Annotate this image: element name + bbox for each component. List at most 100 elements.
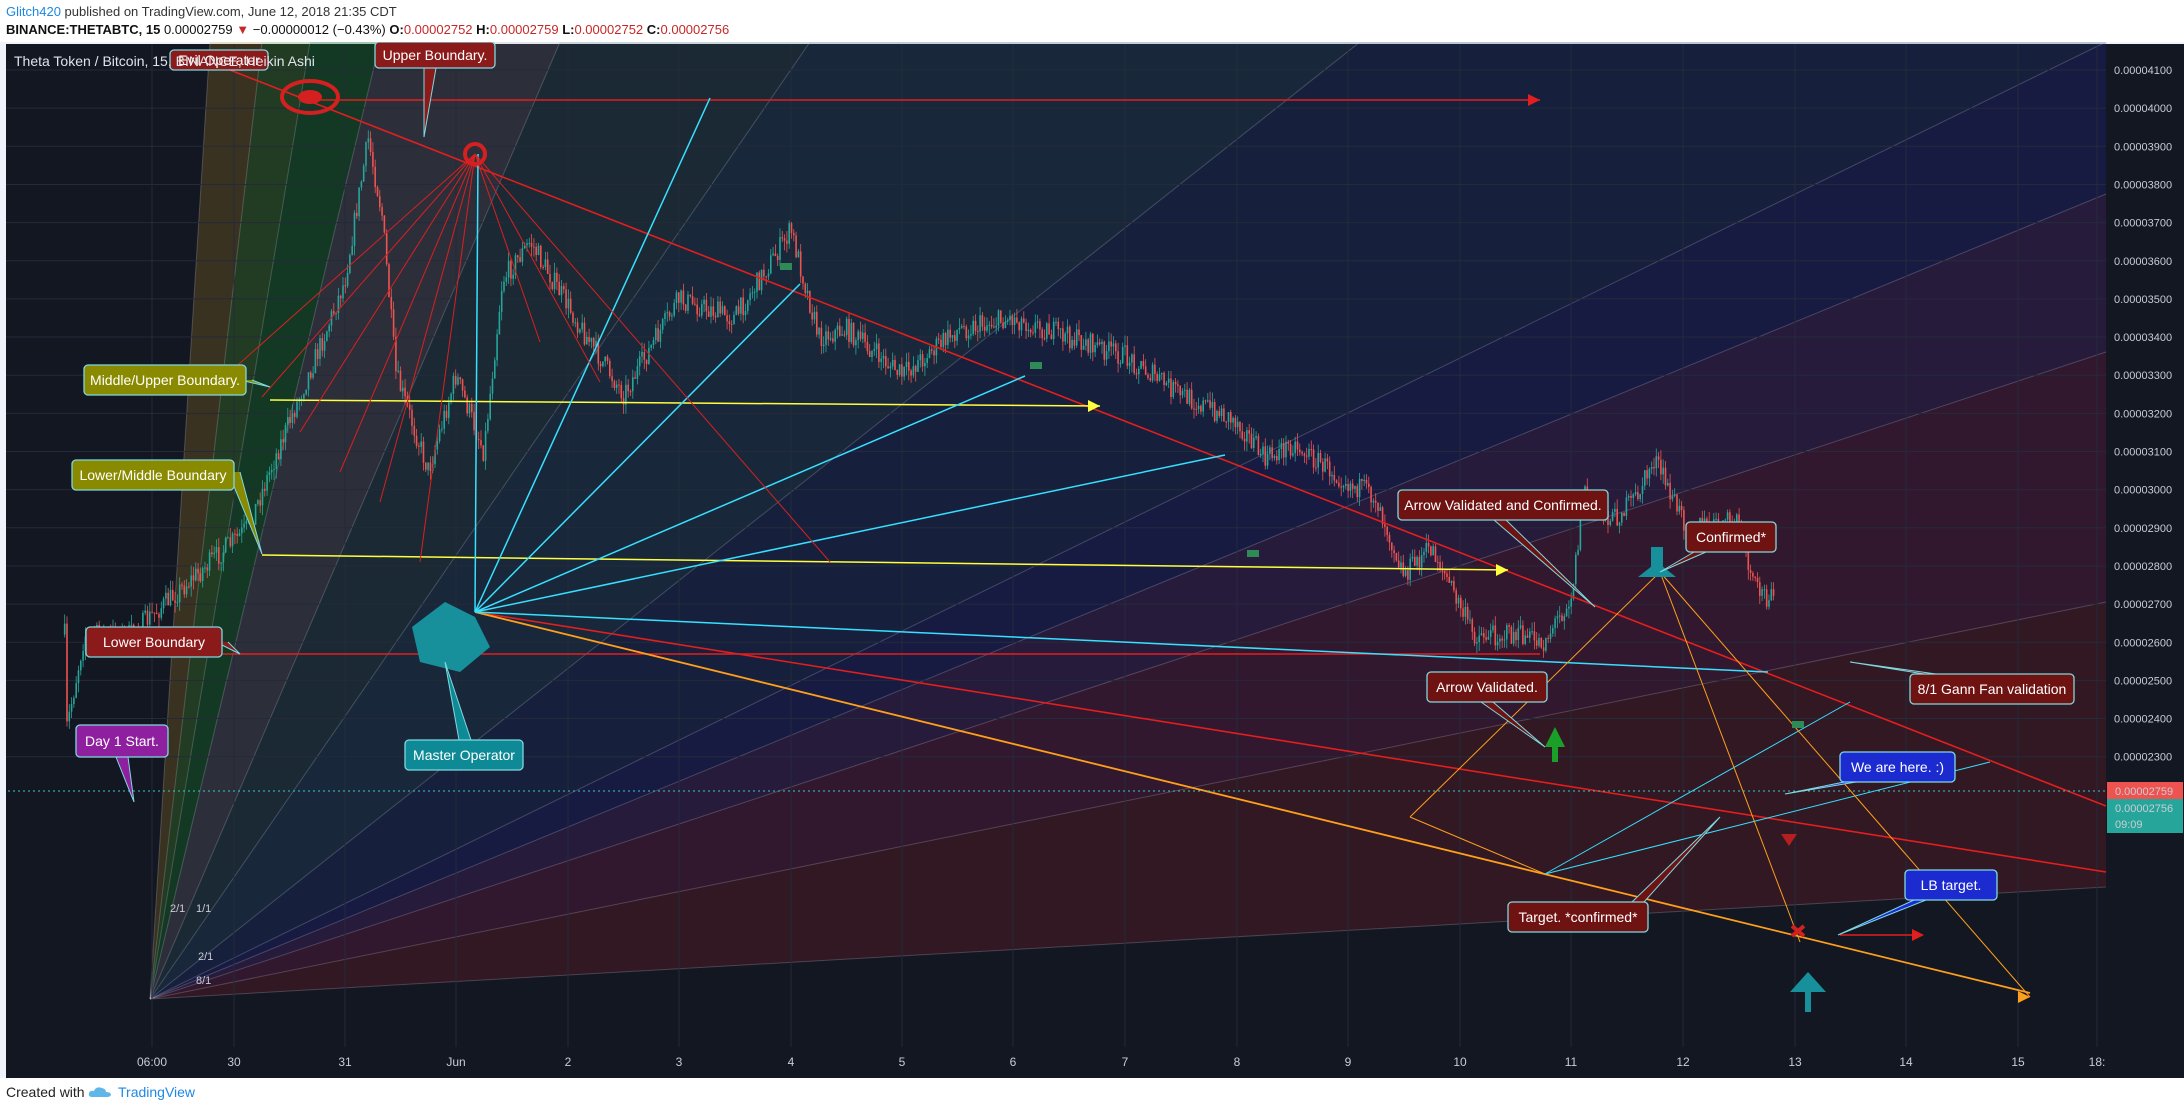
author-link[interactable]: Glitch420	[6, 4, 61, 19]
candle-body	[1006, 320, 1009, 322]
candle-body	[1142, 361, 1145, 367]
x-tick-label: 7	[1122, 1055, 1129, 1069]
candle-body	[1356, 486, 1359, 498]
candle-body	[484, 431, 487, 461]
candle-body	[866, 341, 869, 352]
candle-body	[1425, 543, 1428, 552]
candle-body	[392, 309, 395, 337]
candle-body	[220, 562, 222, 564]
ohlc-line: BINANCE:THETABTC, 15 0.00002759 ▼ −0.000…	[6, 22, 729, 37]
candle-body	[277, 453, 280, 460]
x-tick-label: 5	[899, 1055, 906, 1069]
candle-body	[1349, 483, 1352, 491]
candle-body	[1321, 461, 1324, 472]
candle-body	[1315, 467, 1317, 469]
callout-text: 8/1 Gann Fan validation	[1918, 681, 2067, 697]
candle-body	[280, 439, 282, 460]
candle-body	[383, 215, 386, 233]
candle-body	[188, 586, 190, 588]
candle-body	[1738, 514, 1740, 525]
candle-body	[841, 334, 843, 336]
candle-body	[604, 356, 606, 362]
candle-body	[880, 358, 882, 363]
evil-operator-downtrend	[229, 69, 2107, 807]
tradingview-link[interactable]: TradingView	[118, 1084, 196, 1100]
candle-body	[1522, 625, 1524, 644]
candle-body	[1018, 322, 1020, 331]
axis-labels: 0.00004100 0.00004000 0.00003900 0.00003800…	[137, 65, 2183, 1069]
candle-body	[1131, 354, 1133, 363]
candle-body	[1379, 507, 1382, 511]
candle-body	[668, 312, 671, 317]
y-tick-label: 0.00002800	[2114, 561, 2172, 573]
callout-box	[1397, 489, 1609, 521]
candle-body	[1432, 546, 1434, 556]
candle-body	[910, 370, 912, 376]
candle-body	[694, 303, 696, 305]
candle-body	[174, 600, 176, 603]
candle-body	[924, 363, 926, 367]
candle-body	[261, 488, 264, 506]
candle-body	[1441, 570, 1444, 572]
candle-body	[887, 366, 889, 369]
candle-body	[620, 384, 623, 399]
candle-body	[595, 341, 597, 347]
candle-body	[293, 413, 296, 417]
candle-body	[786, 240, 788, 244]
candle-body	[551, 282, 554, 289]
fan-line	[149, 886, 2107, 1000]
candle-body	[229, 537, 232, 547]
candle-body	[1735, 514, 1738, 523]
candle-body	[1239, 421, 1241, 432]
callout-box	[1839, 751, 1956, 783]
candle-body	[1533, 631, 1536, 641]
candle-body	[73, 697, 75, 705]
red-fan-line	[299, 153, 476, 433]
candle-body	[967, 335, 970, 339]
fan-zone	[150, 194, 2106, 999]
chart-area[interactable]: 2/1 1/1 2/1 8/1 Evil Operator Upper Boundary…	[0, 42, 2184, 1078]
candle-body	[712, 306, 715, 316]
candle-body	[850, 322, 853, 342]
candle-body	[1200, 405, 1202, 412]
candle-body	[1252, 437, 1255, 449]
candle-body	[1172, 381, 1175, 398]
candle-body	[1034, 322, 1037, 333]
candle-body	[1091, 333, 1094, 353]
candle-body	[928, 349, 931, 359]
callout-text: Middle/Upper Boundary.	[90, 372, 240, 388]
candle-body	[1395, 553, 1398, 561]
last-price-badge: 0.00002759	[2115, 786, 2173, 798]
candle-body	[1140, 361, 1142, 369]
candle-body	[891, 359, 894, 367]
candle-body	[1124, 345, 1126, 347]
candle-body	[675, 292, 678, 303]
candle-body	[68, 711, 71, 722]
candle-body	[477, 439, 480, 441]
candle-body	[1160, 372, 1163, 375]
candle-body	[1367, 483, 1370, 488]
candle-body	[1358, 478, 1361, 498]
candle-body	[523, 245, 526, 249]
candle-body	[208, 552, 211, 571]
x-tick-label: 3	[676, 1055, 683, 1069]
candle-body	[286, 416, 289, 425]
candle-body	[1197, 405, 1200, 410]
candle-body	[1478, 635, 1480, 643]
callout-text: Master Operator	[413, 747, 515, 763]
candle-body	[411, 409, 413, 426]
candle-body	[567, 298, 570, 309]
publish-line: Glitch420 published on TradingView.com, …	[6, 4, 397, 19]
candle-body	[1096, 342, 1099, 346]
candle-body	[926, 358, 928, 364]
candle-body	[291, 413, 294, 423]
cyan-fan-line	[474, 283, 801, 613]
candle-body	[1285, 441, 1287, 458]
candle-body	[1147, 374, 1149, 379]
candle-body	[1195, 408, 1198, 410]
candle-body	[657, 328, 659, 342]
candle-body	[705, 299, 708, 312]
candle-body	[505, 277, 508, 282]
lower-middle-boundary-line	[261, 554, 1509, 571]
candle-body	[1294, 441, 1296, 454]
